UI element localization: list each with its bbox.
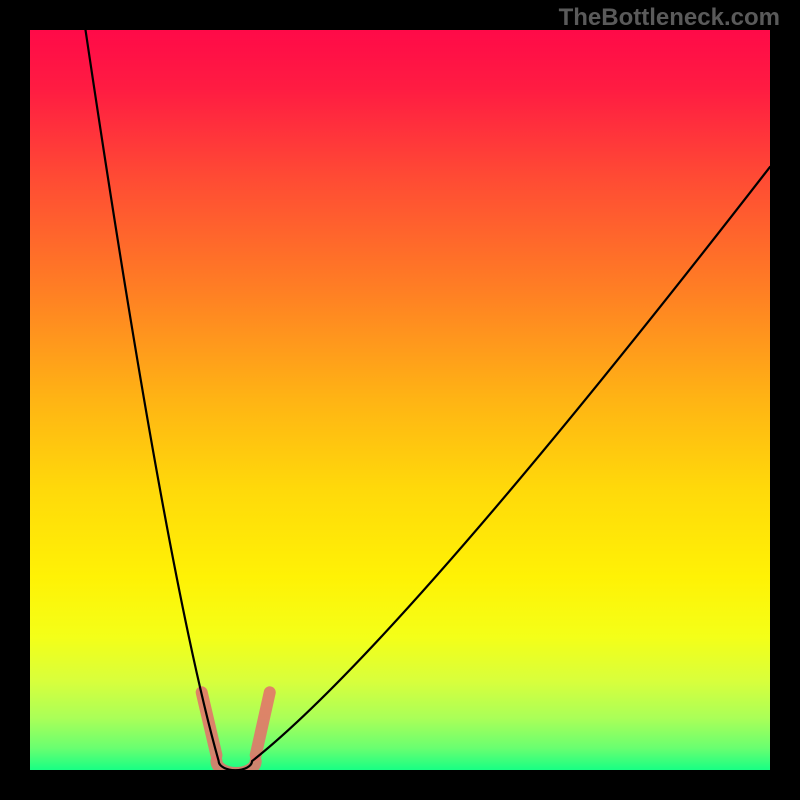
chart-svg [30,30,770,770]
gradient-background [30,30,770,770]
watermark-text: TheBottleneck.com [559,4,780,32]
plot-area [30,30,770,770]
